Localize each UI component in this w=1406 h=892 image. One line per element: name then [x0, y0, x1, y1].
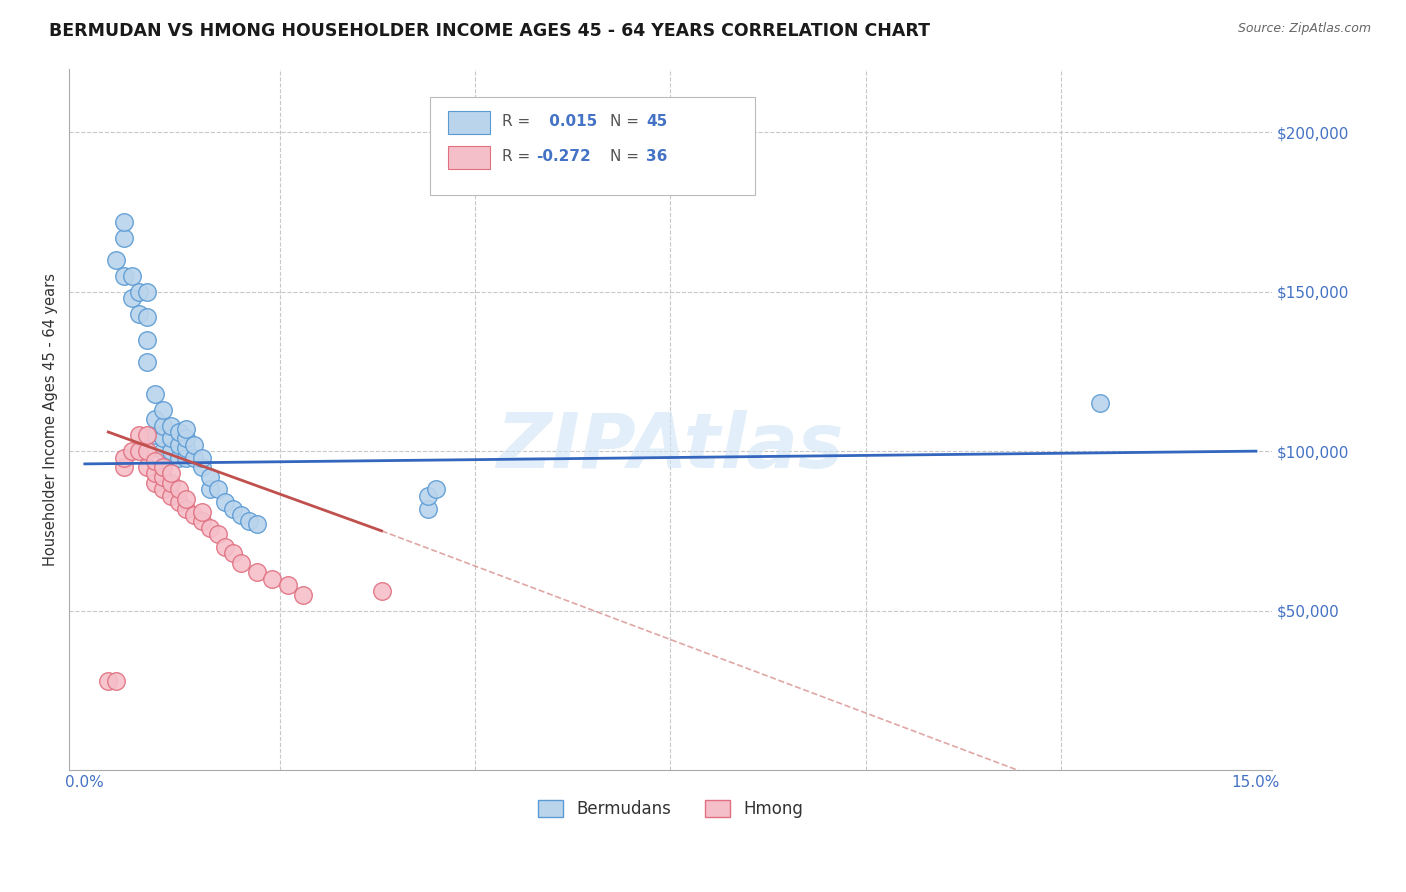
Point	[159, 476, 181, 491]
Point	[159, 444, 181, 458]
Point	[128, 307, 150, 321]
Point	[112, 230, 135, 244]
Point	[105, 252, 128, 267]
Legend: Bermudans, Hmong: Bermudans, Hmong	[531, 793, 810, 825]
Point	[277, 578, 299, 592]
Point	[152, 402, 174, 417]
Point	[222, 546, 245, 560]
Point	[191, 460, 214, 475]
Point	[112, 268, 135, 283]
FancyBboxPatch shape	[449, 146, 491, 169]
Y-axis label: Householder Income Ages 45 - 64 years: Householder Income Ages 45 - 64 years	[44, 273, 58, 566]
Point	[425, 483, 447, 497]
Point	[152, 444, 174, 458]
Point	[143, 428, 166, 442]
Point	[112, 214, 135, 228]
Point	[105, 673, 128, 688]
Text: R =: R =	[502, 149, 536, 164]
Point	[159, 489, 181, 503]
Point	[143, 412, 166, 426]
Point	[159, 418, 181, 433]
Point	[152, 469, 174, 483]
Point	[214, 540, 236, 554]
Point	[214, 495, 236, 509]
Point	[176, 501, 198, 516]
Point	[176, 431, 198, 445]
Point	[370, 584, 392, 599]
Point	[207, 527, 229, 541]
Point	[262, 572, 284, 586]
Point	[183, 508, 205, 522]
Point	[136, 460, 159, 475]
Point	[246, 517, 269, 532]
Point	[167, 483, 190, 497]
Point	[198, 483, 221, 497]
Text: N =: N =	[610, 113, 644, 128]
Point	[121, 291, 143, 305]
Text: 45: 45	[647, 113, 668, 128]
Text: N =: N =	[610, 149, 644, 164]
Point	[229, 556, 252, 570]
Point	[198, 469, 221, 483]
Point	[143, 386, 166, 401]
Point	[136, 444, 159, 458]
Point	[191, 450, 214, 465]
Point	[183, 450, 205, 465]
Point	[97, 673, 120, 688]
Point	[167, 495, 190, 509]
Point	[136, 310, 159, 325]
Point	[176, 491, 198, 506]
Point	[143, 453, 166, 467]
FancyBboxPatch shape	[449, 112, 491, 134]
Point	[238, 514, 260, 528]
Point	[136, 355, 159, 369]
Point	[112, 460, 135, 475]
Point	[136, 285, 159, 299]
Point	[176, 450, 198, 465]
Point	[152, 418, 174, 433]
Point	[198, 521, 221, 535]
Text: 36: 36	[647, 149, 668, 164]
Point	[229, 508, 252, 522]
Point	[136, 428, 159, 442]
Point	[167, 450, 190, 465]
Point	[246, 566, 269, 580]
Point	[1088, 396, 1111, 410]
Point	[112, 450, 135, 465]
Text: BERMUDAN VS HMONG HOUSEHOLDER INCOME AGES 45 - 64 YEARS CORRELATION CHART: BERMUDAN VS HMONG HOUSEHOLDER INCOME AGE…	[49, 22, 931, 40]
Text: 0.015: 0.015	[544, 113, 598, 128]
Point	[152, 460, 174, 475]
Point	[292, 588, 315, 602]
Text: ZIPAtlas: ZIPAtlas	[496, 410, 844, 484]
Point	[152, 483, 174, 497]
Point	[136, 333, 159, 347]
Point	[191, 514, 214, 528]
FancyBboxPatch shape	[430, 96, 755, 194]
Point	[167, 438, 190, 452]
Point	[159, 467, 181, 481]
Point	[159, 431, 181, 445]
Point	[176, 441, 198, 455]
Point	[128, 428, 150, 442]
Text: Source: ZipAtlas.com: Source: ZipAtlas.com	[1237, 22, 1371, 36]
Point	[191, 505, 214, 519]
Point	[128, 285, 150, 299]
Point	[121, 268, 143, 283]
Text: R =: R =	[502, 113, 536, 128]
Text: -0.272: -0.272	[536, 149, 591, 164]
Point	[183, 438, 205, 452]
Point	[222, 501, 245, 516]
Point	[176, 422, 198, 436]
Point	[418, 501, 440, 516]
Point	[143, 467, 166, 481]
Point	[121, 444, 143, 458]
Point	[167, 425, 190, 439]
Point	[128, 444, 150, 458]
Point	[418, 489, 440, 503]
Point	[143, 476, 166, 491]
Point	[152, 431, 174, 445]
Point	[207, 483, 229, 497]
